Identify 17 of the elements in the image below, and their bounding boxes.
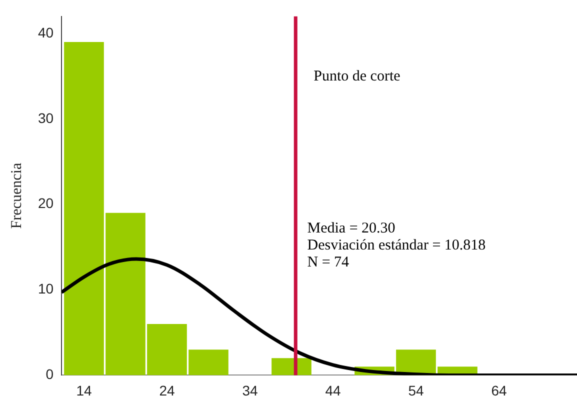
annotation: Desviación estándar = 10.818 [307, 237, 486, 254]
x-tick-label: 24 [159, 382, 175, 398]
y-tick-label: 20 [38, 195, 54, 212]
ref-line-label: Punto de corte [314, 68, 401, 84]
annotation: Media = 20.30 [307, 220, 396, 236]
x-tick-label: 44 [325, 382, 341, 398]
x-tick-label: 14 [76, 382, 92, 398]
y-tick-label: 0 [46, 366, 54, 382]
x-tick-label: 54 [408, 382, 424, 398]
y-tick-label: 10 [38, 280, 54, 297]
y-tick-label: 30 [38, 110, 54, 126]
y-tick-label: 40 [38, 24, 54, 40]
x-tick-label: 34 [242, 382, 258, 398]
y-axis-title: Frecuencia [8, 162, 25, 229]
annotation: N = 74 [307, 254, 350, 270]
line-series [62, 257, 577, 376]
x-tick-label: 64 [491, 382, 507, 398]
